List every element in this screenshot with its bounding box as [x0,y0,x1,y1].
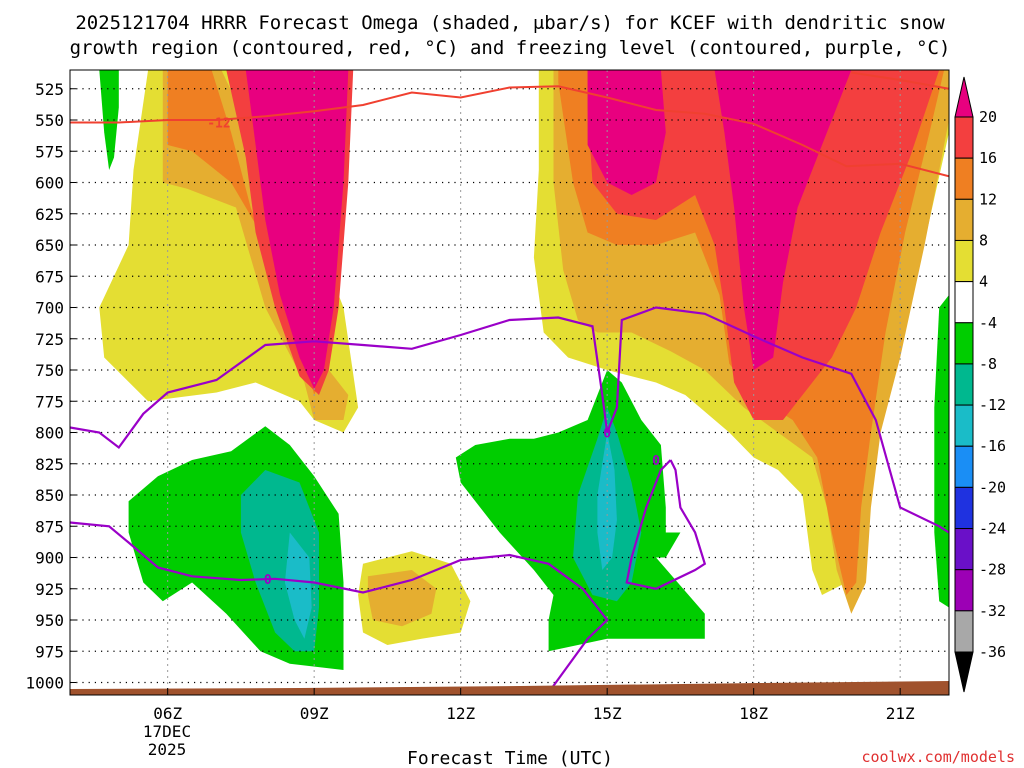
chart-title-line1: 2025121704 HRRR Forecast Omega (shaded, … [75,12,945,34]
colorbar-bottom-arrow [954,651,974,693]
y-tick-label-675: 675 [35,267,64,286]
y-tick-label-875: 875 [35,517,64,536]
omega-region-2 [167,70,329,395]
x-axis: 06Z 09Z 12Z 15Z 18Z 21Z [153,688,915,723]
freezing-level-loop [625,459,707,590]
x-tick-label-12Z: 12Z [446,704,475,723]
dgz-contour-line-top [851,71,949,90]
omega-region-16 [284,532,312,639]
y-tick-label-575: 575 [35,142,64,161]
date-label-day: 17DEC [143,722,191,741]
y-tick-label-625: 625 [35,205,64,224]
colorbar-label-1: 16 [979,149,997,167]
colorbar-swatch-3 [954,198,974,241]
freezing-level-line-lower [70,521,609,694]
colorbar-swatch-12 [954,569,974,612]
y-tick-label-975: 975 [35,642,64,661]
omega-region-10 [714,70,852,370]
y-tick-label-800: 800 [35,424,64,443]
y-tick-label-850: 850 [35,486,64,505]
freezing-label-1: 0 [264,573,272,588]
colorbar-label-12: -32 [979,602,1006,620]
contours: -12 0 0 0 [70,71,949,694]
y-tick-label-900: 900 [35,549,64,568]
colorbar-label-11: -28 [979,561,1006,579]
colorbar-swatch-9 [954,445,974,488]
y-tick-label-950: 950 [35,611,64,630]
y-tick-label-825: 825 [35,455,64,474]
colorbar-label-9: -20 [979,478,1006,496]
y-tick-label-775: 775 [35,392,64,411]
colorbar-label-2: 12 [979,190,997,208]
x-tick-label-21Z: 21Z [886,704,915,723]
x-tick-label-18Z: 18Z [739,704,768,723]
chart-title-line2: growth region (contoured, red, °C) and f… [70,37,951,59]
y-tick-label-700: 700 [35,299,64,318]
omega-region-13 [99,70,119,170]
colorbar-swatch-6 [954,322,974,365]
y-tick-label-1000: 1000 [25,674,64,693]
plot-frame [69,69,950,696]
dgz-contour-line [70,85,949,178]
colorbar-swatch-8 [954,404,974,447]
colorbar-swatch-11 [954,528,974,571]
colorbar-swatch-1 [954,116,974,159]
y-tick-label-525: 525 [35,80,64,99]
omega-shading [99,70,949,670]
y-tick-label-750: 750 [35,361,64,380]
colorbar-label-7: -12 [979,396,1006,414]
y-tick-label-550: 550 [35,111,64,130]
freezing-level-line [70,306,949,534]
colorbar-label-13: -36 [979,643,1006,661]
colorbar-swatch-13 [954,610,974,653]
omega-region-12 [367,570,437,627]
y-tick-label-650: 650 [35,236,64,255]
credit-label: coolwx.com/models [861,748,1015,766]
y-tick-label-925: 925 [35,580,64,599]
ground-surface [70,681,949,695]
colorbar-label-3: 8 [979,231,988,249]
gridlines [70,70,949,695]
x-axis-label: Forecast Time (UTC) [407,748,613,768]
freezing-label-2: 0 [603,427,611,442]
y-tick-label-725: 725 [35,330,64,349]
colorbar-label-6: -8 [979,355,997,373]
colorbar-label-10: -24 [979,520,1006,538]
colorbar-swatch-4 [954,239,974,283]
plot-area: -12 0 0 0 [70,70,949,695]
dgz-contour-label: -12 [207,117,230,132]
omega-region-19 [597,432,617,570]
colorbar-swatch-10 [954,486,974,530]
colorbar-label-4: 4 [979,273,988,291]
colorbar-label-0: 20 [979,108,997,126]
colorbar-swatch-7 [954,363,974,406]
colorbar-swatch-5 [954,281,974,324]
x-tick-label-15Z: 15Z [593,704,622,723]
y-tick-label-600: 600 [35,174,64,193]
colorbar-swatch-2 [954,157,974,200]
colorbar-label-5: -4 [979,314,997,332]
date-label-year: 2025 [148,740,187,759]
colorbar-label-8: -16 [979,437,1006,455]
colorbar: 20 16 12 8 4 -4 -8 -12 -16 -20 -24 -28 -32 -36 [954,76,1006,693]
y-axis: 525 550 575 600 625 650 675 700 725 750 775 800 825 8… [25,80,76,693]
freezing-label-3: 0 [652,454,660,469]
colorbar-top-arrow [954,76,974,118]
x-tick-label-06Z: 06Z [153,704,182,723]
omega-region-4 [245,70,349,389]
x-tick-label-09Z: 09Z [300,704,329,723]
